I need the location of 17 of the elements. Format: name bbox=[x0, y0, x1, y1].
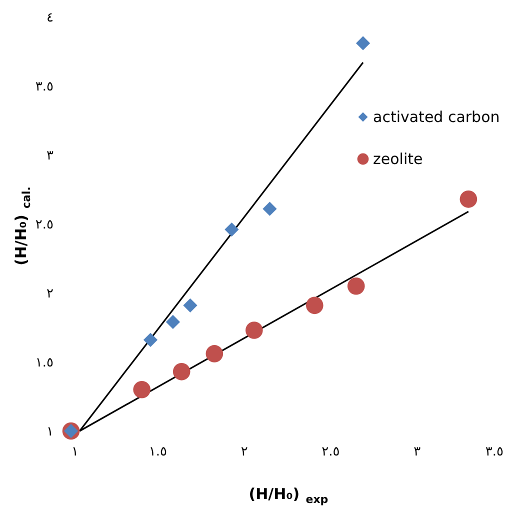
y-tick-label: ٢ bbox=[46, 286, 54, 302]
y-tick-label: ١.٥ bbox=[35, 356, 54, 370]
x-tick-label: ٢.٥ bbox=[322, 444, 340, 460]
x-tick-label: ١.٥ bbox=[148, 444, 167, 460]
y-tick-label: ٤ bbox=[46, 10, 54, 26]
y-tick-label: ١ bbox=[46, 424, 54, 440]
x-axis-title: (H/H₀)exp bbox=[248, 485, 328, 506]
y-tick-label: ٢.٥ bbox=[35, 218, 54, 232]
y-tick-label: ٣ bbox=[46, 148, 54, 164]
x-tick-label: ٣.٥ bbox=[485, 444, 504, 460]
x-tick-label: ٣ bbox=[414, 444, 421, 460]
y-axis-title: (H/H₀)cal. bbox=[12, 186, 33, 266]
x-tick-label: ١ bbox=[72, 444, 78, 460]
x-tick-label: ٢ bbox=[240, 444, 248, 460]
y-tick-label: ٣.٥ bbox=[35, 80, 54, 94]
legend-label: zeolite bbox=[373, 150, 423, 168]
legend-label: activated carbon bbox=[373, 108, 500, 126]
